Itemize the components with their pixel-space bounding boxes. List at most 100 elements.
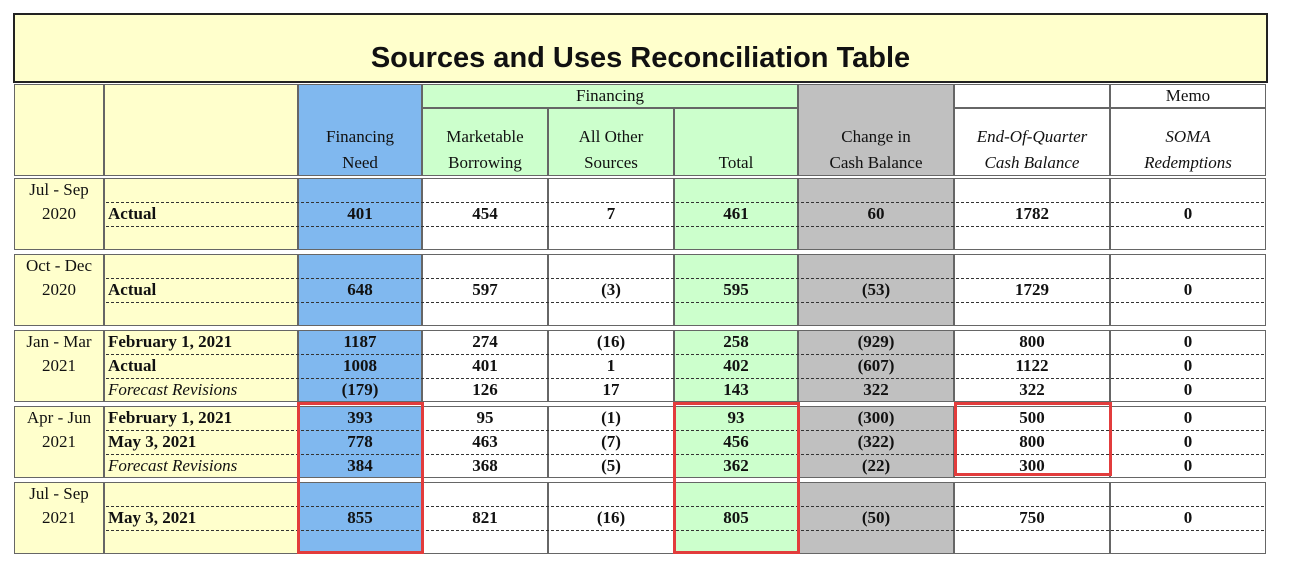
row-divider (106, 354, 1264, 355)
header-cell (298, 84, 422, 176)
cell (798, 482, 954, 554)
value: 1729 (1015, 280, 1049, 299)
cell (674, 330, 798, 402)
column-header: End-Of-Quarter (976, 127, 1088, 146)
value: 800 (1019, 332, 1045, 351)
table-title: Sources and Uses Reconciliation Table (13, 13, 1268, 83)
cell (954, 330, 1110, 402)
period-label: Oct - Dec (25, 256, 93, 275)
cell (798, 254, 954, 326)
cell (104, 482, 298, 554)
period-label: 2021 (42, 356, 76, 375)
row-divider (106, 530, 1264, 531)
column-header: Need (342, 153, 378, 172)
value: 0 (1183, 408, 1193, 427)
cell (104, 330, 298, 402)
cell (14, 254, 104, 326)
value: (16) (596, 508, 626, 527)
value: 258 (723, 332, 749, 351)
cell (1110, 254, 1266, 326)
value: 805 (723, 508, 749, 527)
cell (954, 178, 1110, 250)
period-label: 2020 (42, 204, 76, 223)
cell (548, 254, 674, 326)
cell (798, 178, 954, 250)
column-header: All Other (578, 127, 644, 146)
cell (1110, 178, 1266, 250)
header-cell (1110, 108, 1266, 176)
value: 800 (1019, 432, 1045, 451)
value: 1187 (343, 332, 377, 351)
cell (422, 254, 548, 326)
column-header: Borrowing (448, 153, 522, 172)
cell (14, 330, 104, 402)
value: 0 (1183, 456, 1193, 475)
header-cell (548, 108, 674, 176)
column-header: Total (718, 153, 754, 172)
cell (104, 406, 298, 478)
value: 0 (1183, 508, 1193, 527)
row-divider (106, 454, 1264, 455)
value: (7) (601, 432, 621, 451)
header-cell (674, 108, 798, 176)
value: 1 (606, 356, 616, 375)
header-cell (422, 108, 548, 176)
value: 322 (863, 380, 889, 399)
value: (929) (857, 332, 895, 351)
value: (179) (341, 380, 379, 399)
cell (548, 178, 674, 250)
cell (954, 406, 1110, 478)
cell (298, 178, 422, 250)
cell (1110, 482, 1266, 554)
cell (548, 330, 674, 402)
column-header: Financing (326, 127, 394, 146)
cell (104, 178, 298, 250)
cell (674, 254, 798, 326)
value: 461 (723, 204, 749, 223)
cell (674, 178, 798, 250)
row-divider (106, 430, 1264, 431)
value: (300) (857, 408, 895, 427)
cell (548, 482, 674, 554)
cell (298, 330, 422, 402)
value: 401 (347, 204, 373, 223)
cell (548, 406, 674, 478)
cell (798, 406, 954, 478)
row-divider (106, 506, 1264, 507)
cell (422, 178, 548, 250)
value: (1) (601, 408, 621, 427)
value: 7 (606, 204, 616, 223)
value: 778 (347, 432, 373, 451)
value: 393 (347, 408, 373, 427)
value: 456 (723, 432, 749, 451)
column-header: SOMA (1165, 127, 1211, 146)
value: (322) (857, 432, 895, 451)
value: 597 (472, 280, 498, 299)
column-header: Cash Balance (984, 153, 1080, 172)
value: 368 (472, 456, 498, 475)
row-label: May 3, 2021 (108, 508, 197, 527)
cell (298, 254, 422, 326)
header-cell (798, 84, 954, 176)
value: 322 (1019, 380, 1045, 399)
period-label: 2021 (42, 508, 76, 527)
value: 1782 (1015, 204, 1049, 223)
row-divider (106, 226, 1264, 227)
column-header: Cash Balance (829, 153, 923, 172)
value: (53) (861, 280, 891, 299)
value: 0 (1183, 356, 1193, 375)
cell (954, 254, 1110, 326)
value: 821 (472, 508, 498, 527)
value: 362 (723, 456, 749, 475)
value: 0 (1183, 204, 1193, 223)
value: 0 (1183, 432, 1193, 451)
row-divider (106, 378, 1264, 379)
value: 1008 (343, 356, 377, 375)
period-label: Jul - Sep (29, 180, 89, 199)
value: 93 (727, 408, 745, 427)
value: 17 (602, 380, 620, 399)
cell (954, 482, 1110, 554)
highlight-box (954, 402, 1112, 476)
cell (674, 406, 798, 478)
